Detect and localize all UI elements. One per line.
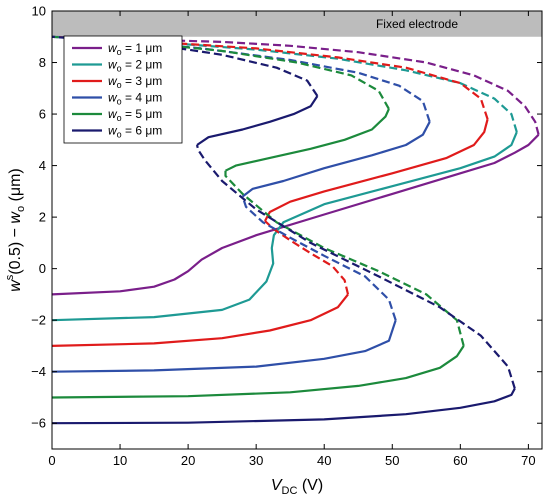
legend-box	[63, 35, 183, 144]
x-tick-label: 50	[385, 453, 399, 468]
legend-label-value: = 3 μm	[122, 74, 163, 88]
series-layer	[51, 35, 540, 425]
series-1	[51, 35, 540, 296]
legend-label: wo = 2 μm	[108, 58, 162, 74]
y-tick-label: 2	[39, 210, 46, 225]
series-3-stable2-branch	[264, 118, 489, 222]
x-tick-label: 60	[453, 453, 467, 468]
y-tick-label: −4	[31, 364, 46, 379]
y-axis-label: ws(0.5) − wo (μm)	[4, 168, 27, 292]
legend-label-w: w	[108, 124, 118, 138]
y-tick-label: −6	[31, 416, 46, 431]
legend-label-value: = 2 μm	[122, 58, 163, 72]
legend-label-value: = 4 μm	[122, 91, 163, 105]
series-2-stable-branch	[51, 131, 518, 322]
legend-label-value: = 1 μm	[122, 41, 163, 55]
legend-label-sub: o	[117, 47, 122, 57]
legend-label-sub: o	[117, 97, 122, 107]
y-axis-label-sup: s	[4, 274, 16, 280]
legend-label-sub: o	[117, 80, 122, 90]
y-axis-label-w2: w	[7, 211, 24, 224]
legend-label-w: w	[108, 107, 118, 121]
series-1-unstable-branch	[51, 35, 540, 135]
legend-label: wo = 4 μm	[108, 91, 162, 107]
plot-frame	[51, 10, 543, 450]
legend-label-value: = 5 μm	[122, 107, 163, 121]
y-axis-label-arg: (0.5) −	[7, 224, 24, 275]
series-5-stable2-branch	[225, 108, 390, 172]
x-tick-label: 10	[113, 453, 127, 468]
series-2-unstable-branch	[51, 35, 518, 133]
x-tick-label: 40	[317, 453, 331, 468]
y-tick-label: 8	[39, 55, 46, 70]
series-6-unstable1-branch	[195, 144, 516, 389]
y-axis-label-sub: o	[15, 206, 27, 212]
legend-label: wo = 6 μm	[108, 124, 162, 140]
legend-label-sub: o	[117, 64, 122, 74]
series-6-stable2-branch	[196, 95, 319, 146]
y-axis: −6 −4 −2 0 2 4 6 8 10	[31, 4, 542, 431]
legend-label-w: w	[108, 74, 118, 88]
y-tick-label: 4	[39, 158, 46, 173]
series-3-unstable1-branch	[264, 220, 350, 295]
series-3-stable-branch	[51, 293, 349, 347]
legend-label-value: = 6 μm	[122, 124, 163, 138]
series-4-stable2-branch	[241, 121, 431, 198]
series-2	[51, 35, 518, 322]
series-4-unstable1-branch	[241, 196, 397, 321]
series-6	[51, 35, 516, 425]
x-axis: 0 10 20 30 40 50 60 70	[48, 11, 536, 468]
legend-label-w: w	[108, 91, 118, 105]
fixed-electrode-label: Fixed electrode	[376, 17, 458, 31]
y-axis-label-w: w	[7, 279, 24, 292]
y-tick-label: 10	[32, 4, 46, 19]
x-axis-label: VDC (V)	[271, 477, 323, 497]
x-tick-label: 30	[249, 453, 263, 468]
series-4-stable-branch	[51, 319, 397, 373]
x-axis-label-unit: (V)	[297, 477, 323, 494]
series-5-stable-branch	[51, 345, 465, 399]
y-tick-label: −2	[31, 313, 46, 328]
fixed-electrode-band: Fixed electrode	[52, 11, 542, 37]
y-axis-label-unit: (μm)	[7, 168, 24, 206]
series-1-stable-branch	[51, 133, 540, 296]
series-5	[51, 35, 465, 399]
x-axis-label-main: V	[271, 477, 283, 494]
x-tick-label: 0	[48, 453, 55, 468]
legend-label: wo = 1 μm	[108, 41, 162, 57]
legend-label-w: w	[108, 41, 118, 55]
fixed-electrode-rect	[52, 11, 542, 37]
x-axis-label-sub: DC	[282, 485, 298, 497]
y-tick-label: 6	[39, 107, 46, 122]
legend-label: wo = 3 μm	[108, 74, 162, 90]
x-tick-label: 70	[521, 453, 535, 468]
legend-label-sub: o	[117, 130, 122, 140]
series-6-stable-branch	[51, 387, 516, 425]
legend-label-sub: o	[117, 113, 122, 123]
x-tick-label: 20	[181, 453, 195, 468]
series-5-unstable1-branch	[224, 170, 465, 347]
legend-label: wo = 5 μm	[108, 107, 162, 123]
legend-label-w: w	[108, 58, 118, 72]
y-tick-label: 0	[39, 261, 46, 276]
